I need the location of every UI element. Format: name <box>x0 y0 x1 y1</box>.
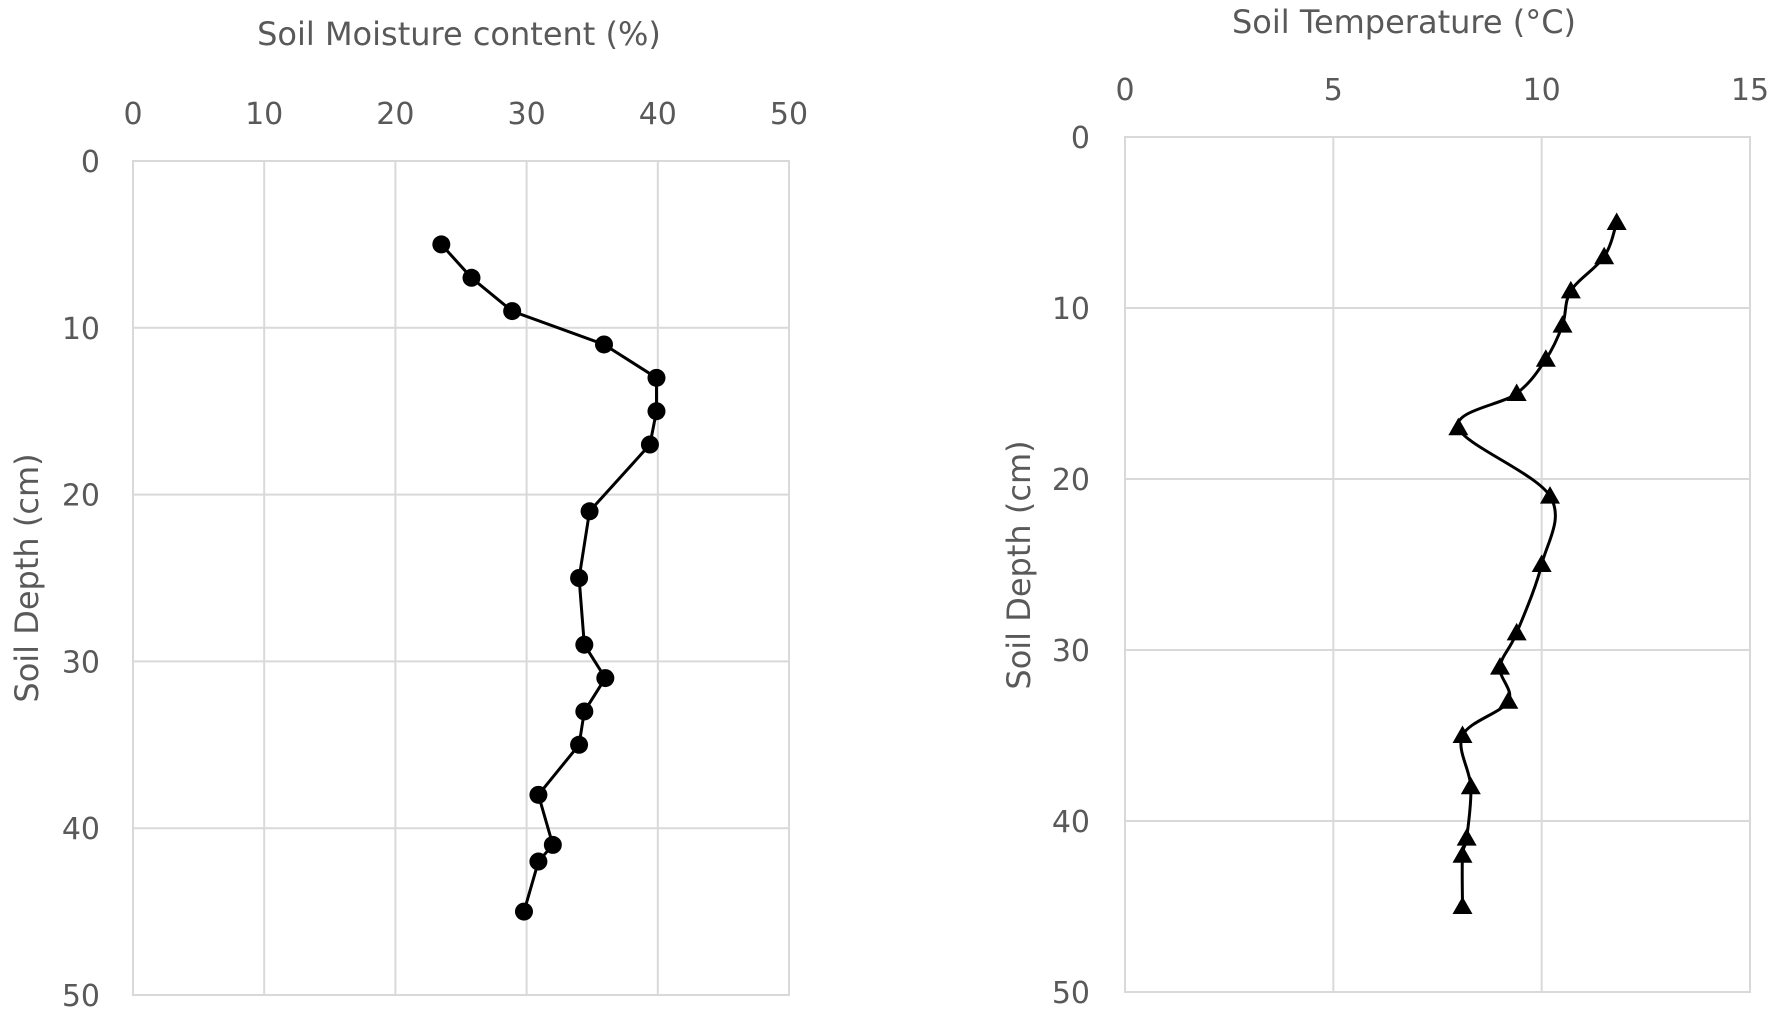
plot-area <box>1124 136 1751 993</box>
data-point-circle <box>640 435 659 454</box>
data-point-circle <box>529 785 548 804</box>
x-tick-label: 50 <box>770 97 808 132</box>
data-point-circle <box>575 702 594 721</box>
data-point-circle <box>647 368 666 387</box>
data-point-triangle <box>1456 828 1477 846</box>
y-tick-label: 20 <box>62 479 100 514</box>
data-point-triangle <box>1606 212 1627 230</box>
y-tick-label: 40 <box>1052 805 1090 840</box>
x-tick-label: 15 <box>1731 73 1769 108</box>
y-tick-label: 30 <box>62 645 100 680</box>
data-point-triangle <box>1452 845 1473 863</box>
data-point-triangle <box>1460 776 1481 795</box>
x-tick-label: 30 <box>508 97 546 132</box>
data-point-triangle <box>1448 417 1469 436</box>
x-tick-label: 0 <box>123 97 142 132</box>
data-point-circle <box>647 402 666 421</box>
soil-moisture-chart: 0 10 20 30 40 50 0 10 20 30 40 50 Soil Moisture cont… <box>8 15 808 1014</box>
y-tick-label: 10 <box>1052 292 1090 327</box>
data-point-triangle <box>1490 657 1510 675</box>
data-point-circle <box>570 735 589 754</box>
data-point-circle <box>462 268 481 287</box>
data-point-circle <box>596 669 615 688</box>
data-point-triangle <box>1452 725 1473 743</box>
x-tick-label: 10 <box>245 97 283 132</box>
data-point-triangle <box>1506 622 1527 641</box>
y-tick-label: 10 <box>62 312 100 347</box>
y-tick-label: 20 <box>1052 463 1090 498</box>
soil-temperature-chart: 0 5 10 15 0 10 20 30 40 50 Soil Temperature (°C) So… <box>1000 3 1769 1011</box>
y-tick-label: 40 <box>62 812 100 847</box>
data-point-triangle <box>1594 246 1615 265</box>
x-axis-title: Soil Temperature (°C) <box>1232 3 1576 41</box>
y-tick-label: 0 <box>81 145 100 180</box>
data-point-circle <box>529 852 548 871</box>
y-tick-label: 0 <box>1071 121 1090 156</box>
x-tick-label: 5 <box>1324 73 1343 108</box>
y-tick-label: 50 <box>1052 976 1090 1011</box>
plot-area <box>132 160 790 996</box>
data-point-triangle <box>1540 486 1560 504</box>
x-tick-label: 10 <box>1523 73 1561 108</box>
data-point-triangle <box>1506 383 1527 401</box>
data-point-triangle <box>1535 349 1556 367</box>
data-point-circle <box>503 302 522 321</box>
y-axis-title: Soil Depth (cm) <box>1000 440 1038 689</box>
y-tick-label: 30 <box>1052 634 1090 669</box>
data-point-circle <box>570 569 589 587</box>
data-point-triangle <box>1552 315 1573 333</box>
data-point-triangle <box>1531 554 1552 572</box>
data-point-circle <box>432 235 451 254</box>
data-point-circle <box>595 335 614 354</box>
data-point-circle <box>514 902 533 921</box>
data-point-triangle <box>1560 280 1581 299</box>
y-axis-title: Soil Depth (cm) <box>8 453 46 702</box>
data-point-circle <box>543 835 562 854</box>
data-point-circle <box>580 502 599 521</box>
x-tick-label: 0 <box>1115 73 1134 108</box>
x-tick-label: 20 <box>376 97 414 132</box>
y-tick-label: 50 <box>62 979 100 1014</box>
data-point-triangle <box>1498 691 1519 709</box>
data-point-triangle <box>1452 896 1473 914</box>
series-line <box>440 243 658 913</box>
data-point-circle <box>575 635 594 654</box>
x-tick-label: 40 <box>639 97 677 132</box>
x-axis-title: Soil Moisture content (%) <box>257 15 661 53</box>
